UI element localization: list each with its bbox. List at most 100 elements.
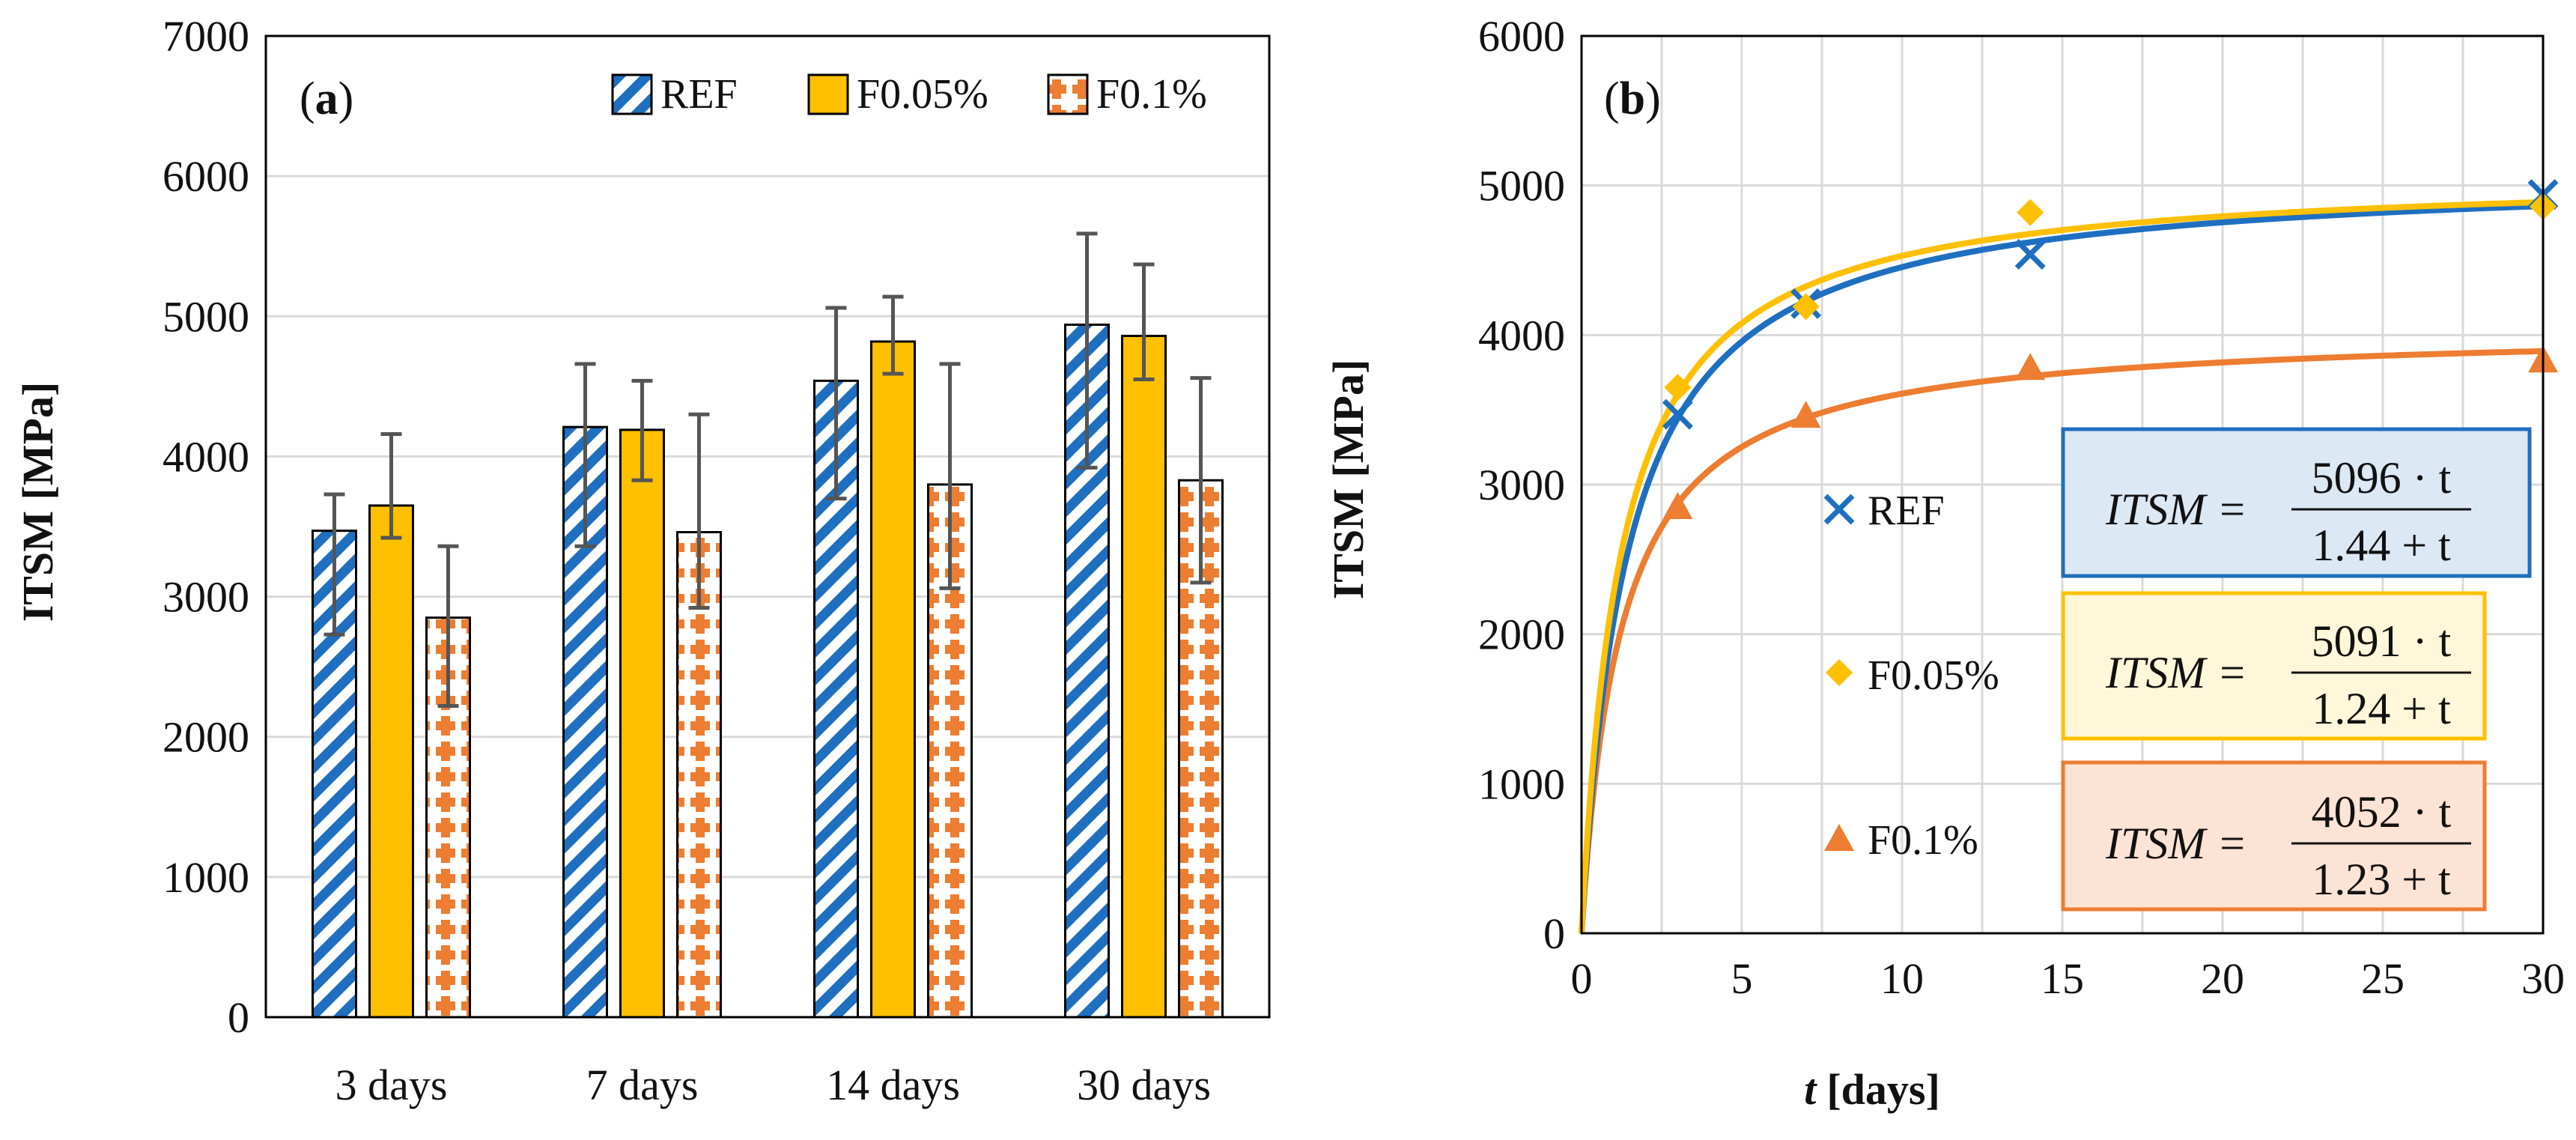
legend-swatch-f005 bbox=[807, 73, 849, 115]
x-axis-title-var: t bbox=[1804, 1065, 1817, 1114]
y-tick-label: 3000 bbox=[1478, 461, 1565, 509]
error-bar-ref bbox=[574, 362, 596, 548]
x-tick-labels: 3 days 7 days 14 days 30 days bbox=[335, 1061, 1211, 1109]
y-tick-label: 5000 bbox=[1478, 162, 1565, 210]
fit-curves bbox=[1579, 198, 2544, 934]
error-bar-f01 bbox=[1190, 376, 1212, 585]
bar-f005 bbox=[368, 504, 414, 1019]
legend-marker-f01 bbox=[1824, 824, 1854, 851]
error-bar-f01 bbox=[688, 412, 710, 610]
legend-label-f005: F0.05% bbox=[857, 71, 988, 118]
y-tick-label: 6000 bbox=[1478, 12, 1565, 61]
error-bar-f01 bbox=[939, 362, 961, 590]
equation-lhs-ref: ITSM = bbox=[2105, 485, 2247, 534]
fit-curve-ref bbox=[1579, 203, 2544, 934]
x-tick-labels: 0 5 10 15 20 25 30 bbox=[1571, 954, 2566, 1003]
point-ref bbox=[2014, 239, 2046, 270]
equation-denominator-f005: 1.24 + t bbox=[2312, 684, 2451, 733]
legend: REF F0.05% F0.1% bbox=[611, 71, 1207, 118]
error-bar-f01 bbox=[437, 544, 459, 709]
error-bars bbox=[323, 231, 1212, 709]
legend-marker-ref bbox=[1823, 494, 1855, 525]
equation-numerator-f005: 5091 · t bbox=[2312, 616, 2452, 666]
y-tick-label: 6000 bbox=[162, 152, 249, 201]
legend-label-f01: F0.1% bbox=[1096, 71, 1207, 118]
x-tick-label: 7 days bbox=[586, 1061, 699, 1109]
point-f01 bbox=[1790, 401, 1821, 428]
y-tick-label: 4000 bbox=[162, 432, 249, 481]
equation-box-ref: ITSM = 5096 · t 1.44 + t bbox=[2061, 427, 2532, 578]
equation-denominator-ref: 1.44 + t bbox=[2312, 521, 2451, 570]
y-tick-label: 1000 bbox=[162, 853, 249, 902]
y-axis-title: ITSM [MPa] bbox=[1324, 360, 1373, 600]
panel-label-a-letter: a bbox=[315, 73, 338, 124]
plot-frame bbox=[264, 34, 1271, 1019]
point-f005 bbox=[1792, 293, 1820, 321]
bar-f005 bbox=[619, 428, 665, 1019]
legend-label-ref: REF bbox=[1868, 488, 1945, 534]
error-bar-f005 bbox=[882, 294, 904, 376]
y-tick-labels: 0 1000 2000 3000 4000 5000 6000 7000 bbox=[162, 12, 249, 1042]
error-bar-f005 bbox=[380, 431, 402, 540]
legend-swatch-f01 bbox=[1047, 73, 1089, 115]
x-tick-label: 5 bbox=[1731, 954, 1753, 1003]
panel-label-b-letter: b bbox=[1620, 73, 1645, 124]
x-tick-label: 14 days bbox=[826, 1061, 960, 1109]
legend-label-ref: REF bbox=[660, 71, 738, 118]
y-tick-label: 0 bbox=[1543, 909, 1565, 958]
x-tick-label: 15 bbox=[2041, 954, 2084, 1003]
equation-lhs-f005: ITSM = bbox=[2105, 648, 2247, 697]
legend: REF F0.05% F0.1% bbox=[1823, 488, 1999, 864]
bar-f005 bbox=[1121, 334, 1167, 1019]
legend-label-f01: F0.1% bbox=[1868, 817, 1978, 864]
y-tick-label: 2000 bbox=[162, 713, 249, 762]
y-tick-label: 3000 bbox=[162, 573, 249, 622]
y-tick-label: 5000 bbox=[162, 292, 249, 341]
error-bar-ref bbox=[323, 492, 345, 637]
panel-label-a: (a) bbox=[300, 73, 353, 124]
point-ref bbox=[1662, 398, 1693, 430]
error-bar-ref bbox=[1076, 231, 1098, 470]
y-tick-label: 7000 bbox=[162, 12, 249, 61]
bar-chart-panel-a: 0 1000 2000 3000 4000 5000 6000 7000 3 days 7 da… bbox=[13, 12, 1271, 1109]
y-tick-label: 1000 bbox=[1478, 760, 1565, 808]
error-bar-f005 bbox=[1133, 262, 1155, 381]
x-axis-title: t [days] bbox=[1804, 1065, 1940, 1114]
legend-marker-f005 bbox=[1826, 659, 1853, 686]
x-tick-label: 30 days bbox=[1077, 1061, 1211, 1109]
x-tick-label: 30 bbox=[2521, 954, 2565, 1003]
y-tick-label: 2000 bbox=[1478, 610, 1565, 659]
equation-box-f005: ITSM = 5091 · t 1.24 + t bbox=[2061, 591, 2487, 741]
point-f005 bbox=[2017, 198, 2044, 226]
x-tick-label: 0 bbox=[1571, 954, 1593, 1003]
point-f01 bbox=[1662, 491, 1693, 519]
fit-curve-f005 bbox=[1579, 198, 2544, 934]
panel-label-b: (b) bbox=[1604, 73, 1661, 124]
point-f01 bbox=[2015, 353, 2046, 380]
y-tick-label: 4000 bbox=[1478, 311, 1565, 360]
equation-box-f01: ITSM = 4052 · t 1.23 + t bbox=[2061, 760, 2487, 912]
y-axis-title: ITSM [MPa] bbox=[13, 382, 62, 622]
bar-f01 bbox=[676, 530, 722, 1019]
scatter-chart-panel-b: 0 1000 2000 3000 4000 5000 6000 0 5 10 15 20 25 30 I… bbox=[1324, 12, 2565, 1114]
data-points bbox=[1662, 179, 2559, 519]
equation-numerator-ref: 5096 · t bbox=[2312, 453, 2452, 503]
x-tick-label: 10 bbox=[1880, 954, 1924, 1003]
fit-curve-f01 bbox=[1579, 348, 2544, 934]
error-bar-f005 bbox=[631, 378, 653, 482]
equation-denominator-f01: 1.23 + t bbox=[2312, 855, 2451, 904]
y-tick-labels: 0 1000 2000 3000 4000 5000 6000 bbox=[1478, 12, 1565, 958]
x-tick-label: 20 bbox=[2201, 954, 2244, 1003]
x-axis-title-unit: [days] bbox=[1826, 1065, 1939, 1114]
bar-f005 bbox=[870, 340, 916, 1019]
point-f005 bbox=[1664, 374, 1692, 401]
error-bar-ref bbox=[825, 306, 847, 501]
legend-swatch-ref bbox=[611, 73, 653, 115]
x-tick-label: 25 bbox=[2361, 954, 2405, 1003]
y-tick-label: 0 bbox=[228, 993, 249, 1042]
plot-frame bbox=[1580, 34, 2545, 935]
equation-numerator-f01: 4052 · t bbox=[2312, 787, 2452, 837]
legend-label-f005: F0.05% bbox=[1868, 652, 1999, 699]
y-gridlines bbox=[266, 175, 1269, 879]
